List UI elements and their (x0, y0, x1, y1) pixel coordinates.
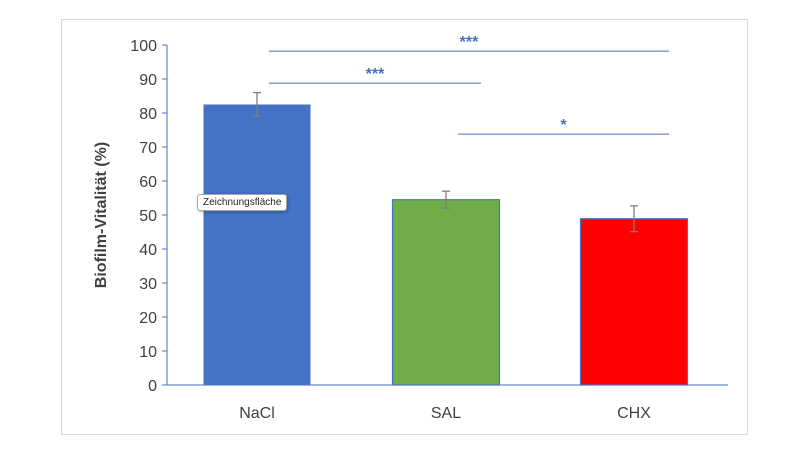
y-tick-label: 70 (139, 140, 157, 157)
significance-label: * (560, 117, 567, 134)
significance-label: *** (366, 66, 385, 83)
y-axis-title: Biofilm-Vitalität (%) (93, 142, 110, 288)
y-tick-label: 80 (139, 106, 157, 123)
x-tick-label: CHX (617, 405, 651, 422)
y-tick-label: 90 (139, 72, 157, 89)
bar-sal (391, 199, 501, 386)
bar-nacl (203, 104, 311, 385)
plot-area-tooltip: Zeichnungsfläche (197, 194, 288, 211)
x-tick-label: NaCl (239, 405, 275, 422)
y-tick-label: 50 (139, 208, 157, 225)
x-tick-label: SAL (431, 405, 461, 422)
y-tick-label: 0 (148, 378, 157, 395)
y-tick-label: 60 (139, 174, 157, 191)
y-tick-label: 30 (139, 276, 157, 293)
y-tick-label: 40 (139, 242, 157, 259)
y-tick-label: 20 (139, 310, 157, 327)
bar-chx (579, 218, 689, 386)
y-tick-label: 10 (139, 344, 157, 361)
y-tick-label: 100 (130, 38, 157, 55)
significance-label: *** (460, 34, 479, 51)
